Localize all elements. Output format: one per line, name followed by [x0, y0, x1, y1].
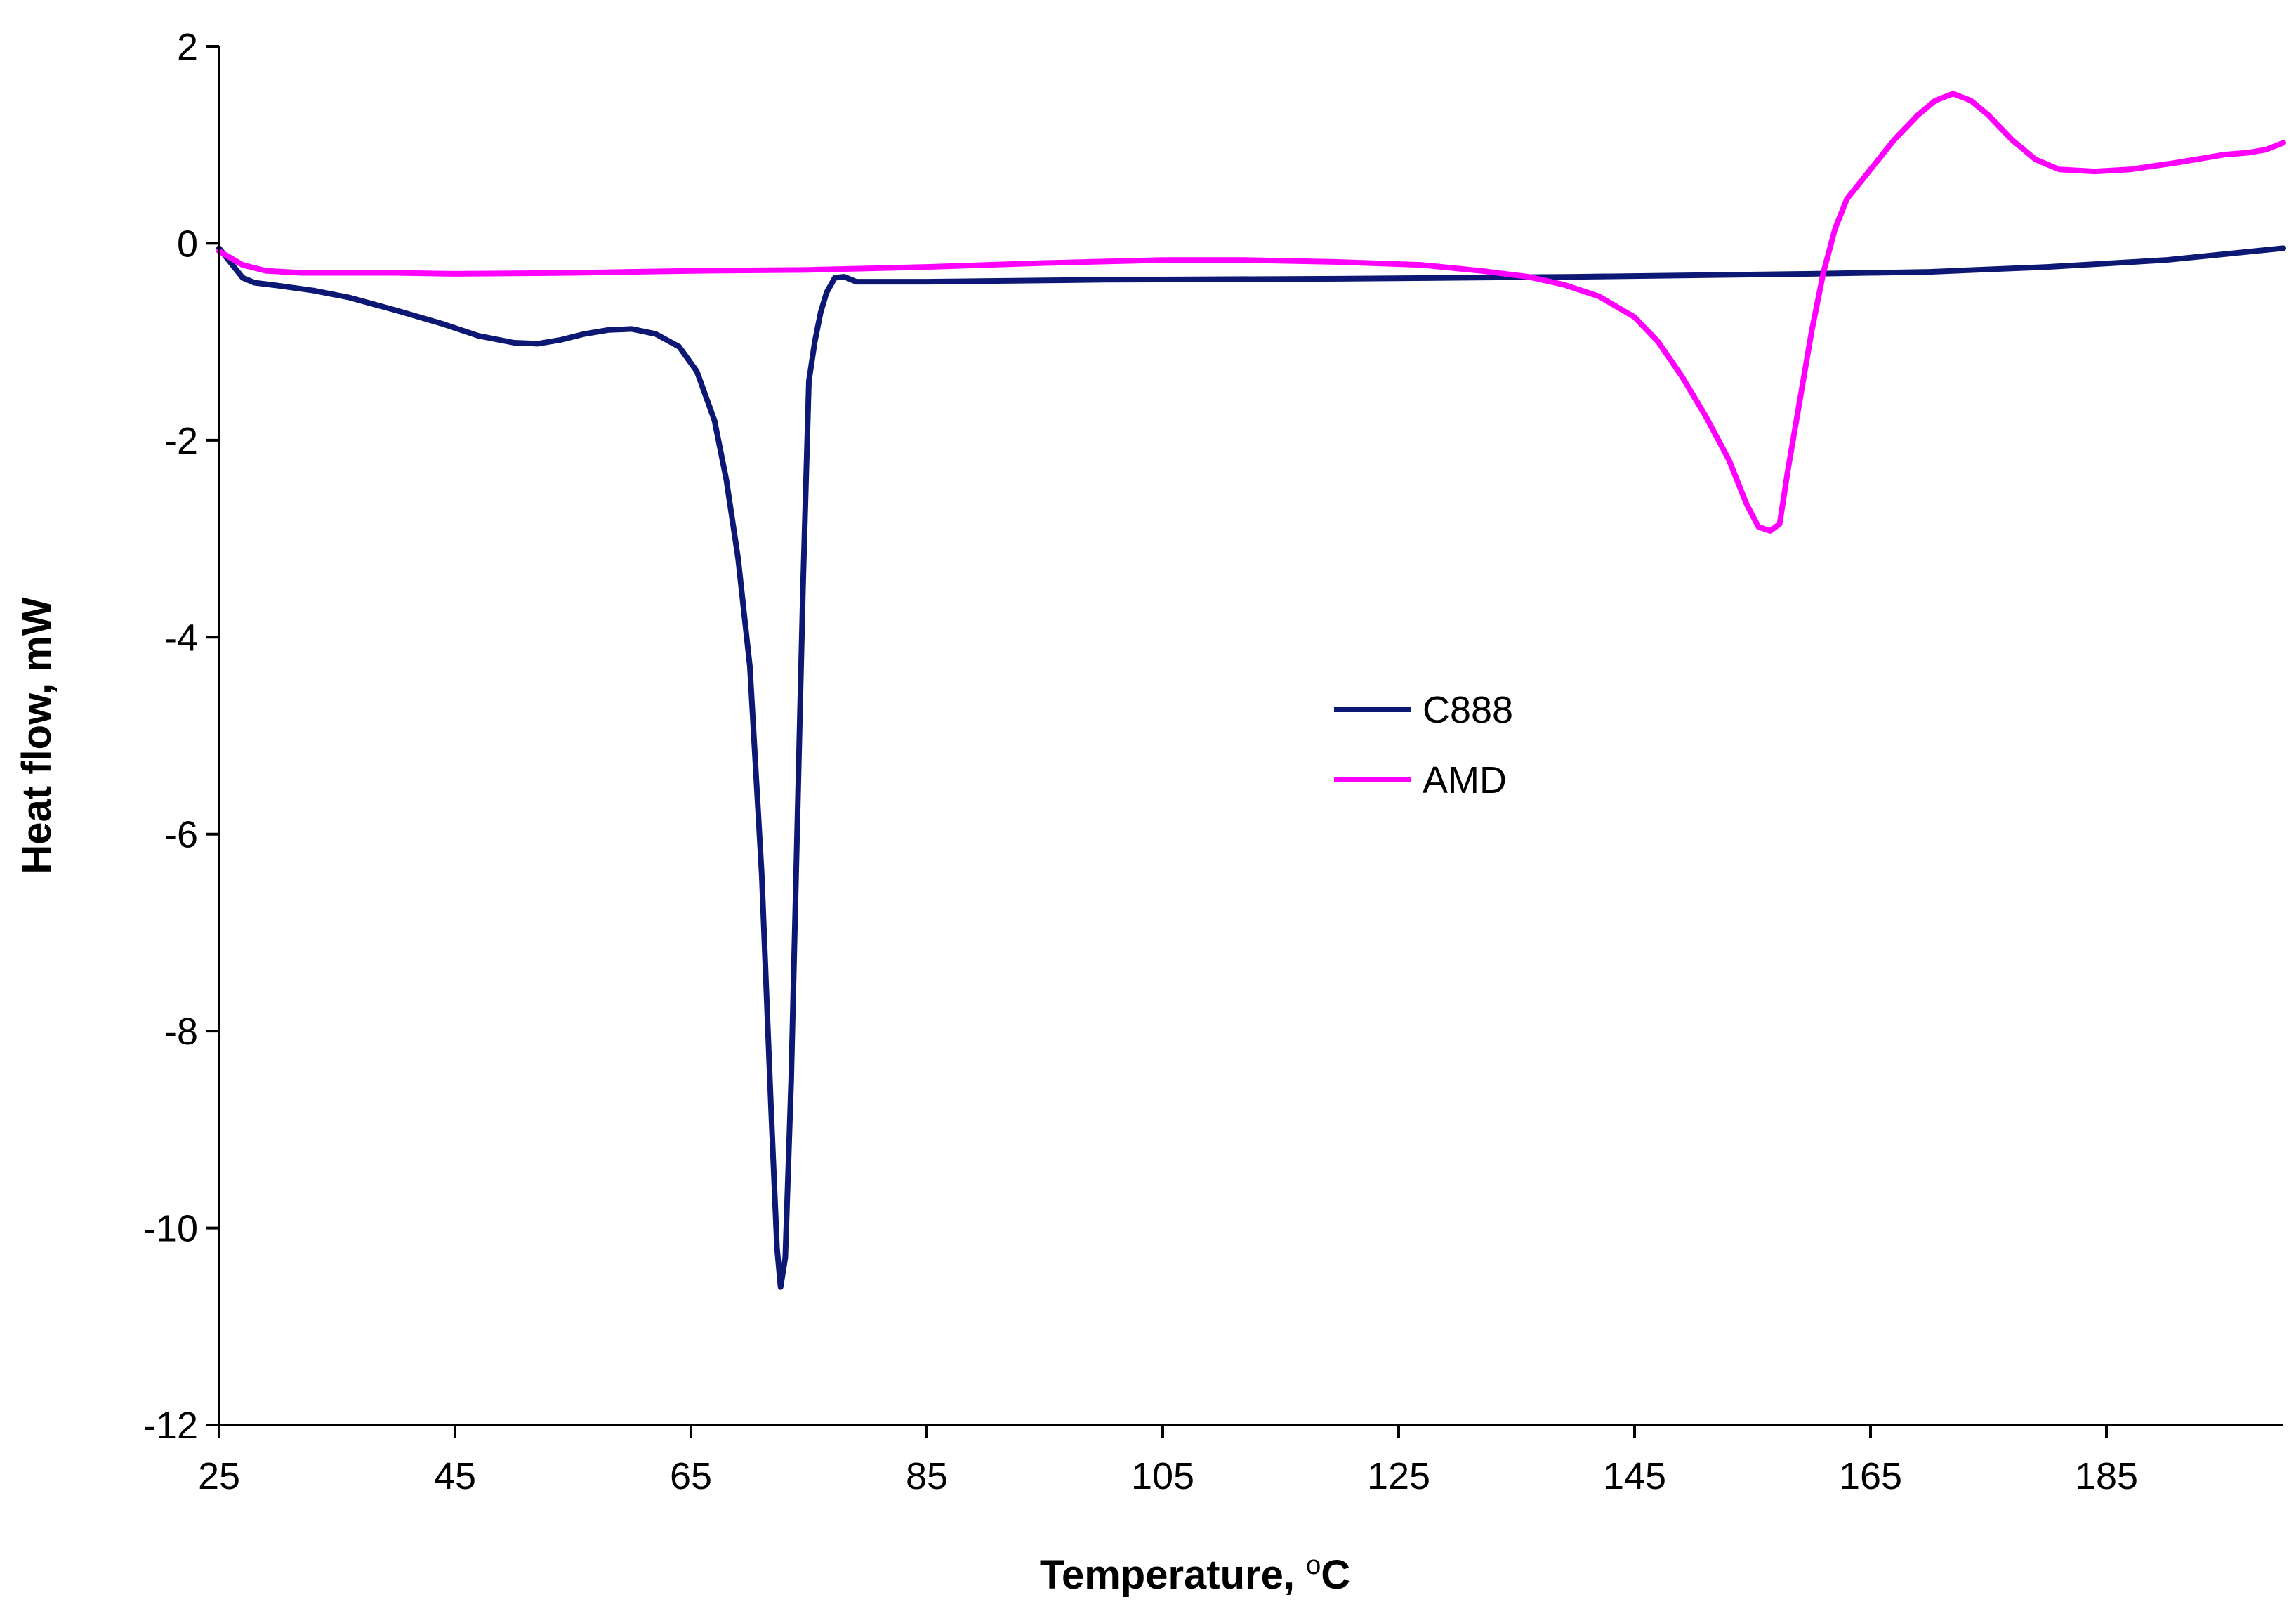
- series-line-amd: [216, 91, 2286, 534]
- x-axis-title: Temperature, oC: [1040, 1551, 1350, 1598]
- x-tick-label: 185: [2075, 1455, 2138, 1497]
- x-ticks: 25 45 65 85 105 125 145 165 185: [198, 1425, 2138, 1497]
- y-tick-label: -6: [164, 814, 198, 856]
- y-axis-title: Heat flow, mW: [14, 597, 60, 874]
- y-tick-label: 2: [177, 26, 198, 68]
- x-tick-label: 125: [1367, 1455, 1430, 1497]
- y-tick-label: -8: [164, 1011, 198, 1053]
- y-tick-label: -12: [143, 1405, 198, 1447]
- legend: C888 AMD: [1334, 689, 1513, 801]
- x-tick-label: 105: [1131, 1455, 1194, 1497]
- y-tick-label: -2: [164, 420, 198, 462]
- legend-label-c888: C888: [1423, 689, 1513, 731]
- x-tick-label: 145: [1603, 1455, 1666, 1497]
- x-tick-label: 165: [1839, 1455, 1902, 1497]
- x-tick-label: 25: [198, 1455, 240, 1497]
- series-layer: [216, 91, 2286, 1290]
- y-tick-label: -10: [143, 1208, 198, 1250]
- x-tick-label: 65: [670, 1455, 712, 1497]
- x-tick-label: 85: [906, 1455, 948, 1497]
- legend-label-amd: AMD: [1423, 759, 1507, 801]
- y-tick-label: -4: [164, 617, 198, 659]
- x-tick-label: 45: [434, 1455, 476, 1497]
- x-axis-title-unit: C: [1321, 1552, 1350, 1598]
- y-tick-label: 0: [177, 223, 198, 265]
- x-axis-title-degree: o: [1306, 1551, 1321, 1580]
- series-line-c888: [216, 245, 2286, 1290]
- y-ticks: 2 0 -2 -4 -6 -8 -10 -12: [143, 26, 219, 1447]
- x-axis-title-text: Temperature,: [1040, 1552, 1306, 1598]
